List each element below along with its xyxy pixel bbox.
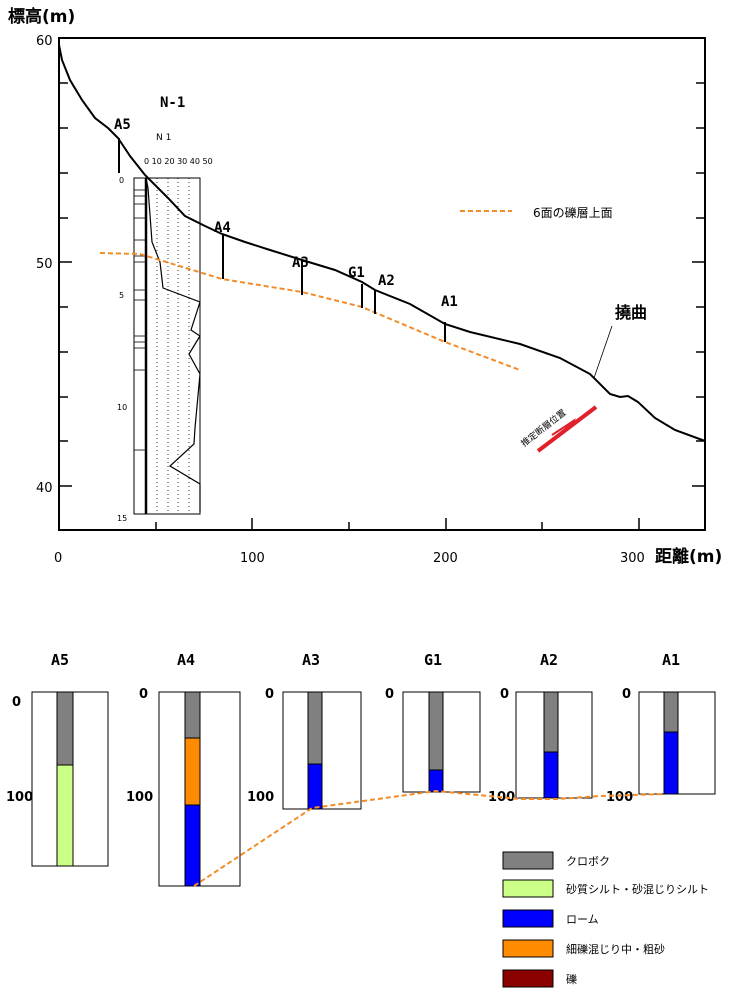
column-a4: 0 100 (126, 687, 241, 887)
depth-label: 0 (139, 687, 148, 702)
layer-kurobok (184, 691, 201, 739)
boring-log-n1: N-1 N 1 0 10 20 30 40 50 0 5 (117, 95, 213, 523)
x-tick-label: 300 (620, 551, 645, 566)
column-title: G1 (424, 651, 442, 669)
column-a3: 0 100 (247, 687, 362, 810)
depth-tick: 10 (117, 403, 127, 412)
legend-swatch (502, 969, 554, 988)
legend-label: クロボク (566, 855, 610, 868)
x-tick-label: 0 (54, 551, 62, 566)
depth-label: 0 (500, 687, 509, 702)
depth-label: 0 (265, 687, 274, 702)
column-g1: 0 (385, 687, 481, 793)
column-title: A1 (662, 651, 680, 669)
column-logs: A5 A4 A3 G1 A2 A1 0 100 0 100 0 1 (6, 651, 716, 887)
layer-loam (543, 751, 559, 799)
layer-loam (663, 731, 679, 795)
x-ticks (155, 518, 640, 530)
plot-frame (58, 37, 706, 531)
site-label-a5: A5 (114, 117, 131, 133)
boring-title: N-1 (160, 95, 185, 111)
depth-label: 0 (622, 687, 631, 702)
legend-swatch (502, 909, 554, 928)
n-value-label: N 1 (156, 133, 171, 143)
layer-sandy-silt (56, 764, 74, 867)
site-label-a3: A3 (292, 255, 309, 271)
flexure-leader-line (593, 325, 613, 379)
y-ticks (59, 82, 705, 487)
x-tick-label: 100 (240, 551, 265, 566)
y-tick-label: 60 (36, 34, 53, 49)
column-title: A2 (540, 651, 558, 669)
legend: クロボク 砂質シルト・砂混じりシルト ローム 細礫混じり中・粗砂 礫 (502, 851, 709, 988)
legend-label: 細礫混じり中・粗砂 (566, 942, 665, 956)
depth-label: 100 (6, 790, 33, 805)
depth-label: 100 (126, 790, 153, 805)
legend-label: 礫 (566, 972, 577, 986)
column-title: A5 (51, 651, 69, 669)
n-scale-label: 0 10 20 30 40 50 (144, 157, 213, 166)
column-a1: 0 100 (606, 687, 716, 805)
gravel-top-line (99, 252, 521, 371)
n-value-curve (145, 177, 201, 512)
depth-tick: 0 (119, 176, 124, 185)
layer-kurobok (543, 691, 559, 753)
profile-chart: 標高(m) 60 50 40 0 100 (8, 6, 722, 567)
correlation-line (193, 789, 665, 887)
depth-tick: 15 (117, 514, 127, 523)
depth-tick: 5 (119, 291, 124, 300)
legend-swatch (502, 879, 554, 898)
x-tick-label: 200 (433, 551, 458, 566)
column-a5: 0 100 (6, 691, 109, 867)
y-tick-label: 50 (36, 257, 53, 272)
legend-label: ローム (566, 913, 599, 926)
legend-swatch (502, 939, 554, 958)
layer-kurobok (428, 691, 444, 771)
depth-label: 0 (12, 695, 21, 710)
column-title: A3 (302, 651, 320, 669)
boring-frame (133, 177, 201, 515)
y-tick-label: 40 (36, 481, 53, 496)
column-title: A4 (177, 651, 195, 669)
layer-fine-gravel-sand (184, 737, 201, 806)
legend-dashed-label: 6面の礫層上面 (533, 205, 613, 220)
layer-kurobok (663, 691, 679, 733)
ground-surface (58, 44, 706, 442)
site-markers (118, 138, 446, 342)
layer-loam (184, 804, 201, 887)
site-label-a2: A2 (378, 273, 395, 289)
fault-marker (536, 405, 598, 453)
site-label-a1: A1 (441, 294, 458, 310)
depth-label: 100 (606, 790, 633, 805)
layer-kurobok (307, 691, 323, 765)
layer-loam (307, 763, 323, 810)
depth-label: 0 (385, 687, 394, 702)
flexure-label: 撓曲 (615, 303, 647, 322)
column-a2: 0 100 (488, 687, 593, 805)
legend-label: 砂質シルト・砂混じりシルト (566, 882, 709, 896)
depth-label: 100 (247, 790, 274, 805)
site-label-g1: G1 (348, 265, 365, 281)
layer-kurobok (56, 691, 74, 766)
site-label-a4: A4 (214, 220, 231, 236)
x-axis-label: 距離(m) (655, 546, 722, 567)
layer-loam (428, 769, 444, 793)
y-axis-label: 標高(m) (8, 6, 75, 27)
legend-swatch (502, 851, 554, 870)
